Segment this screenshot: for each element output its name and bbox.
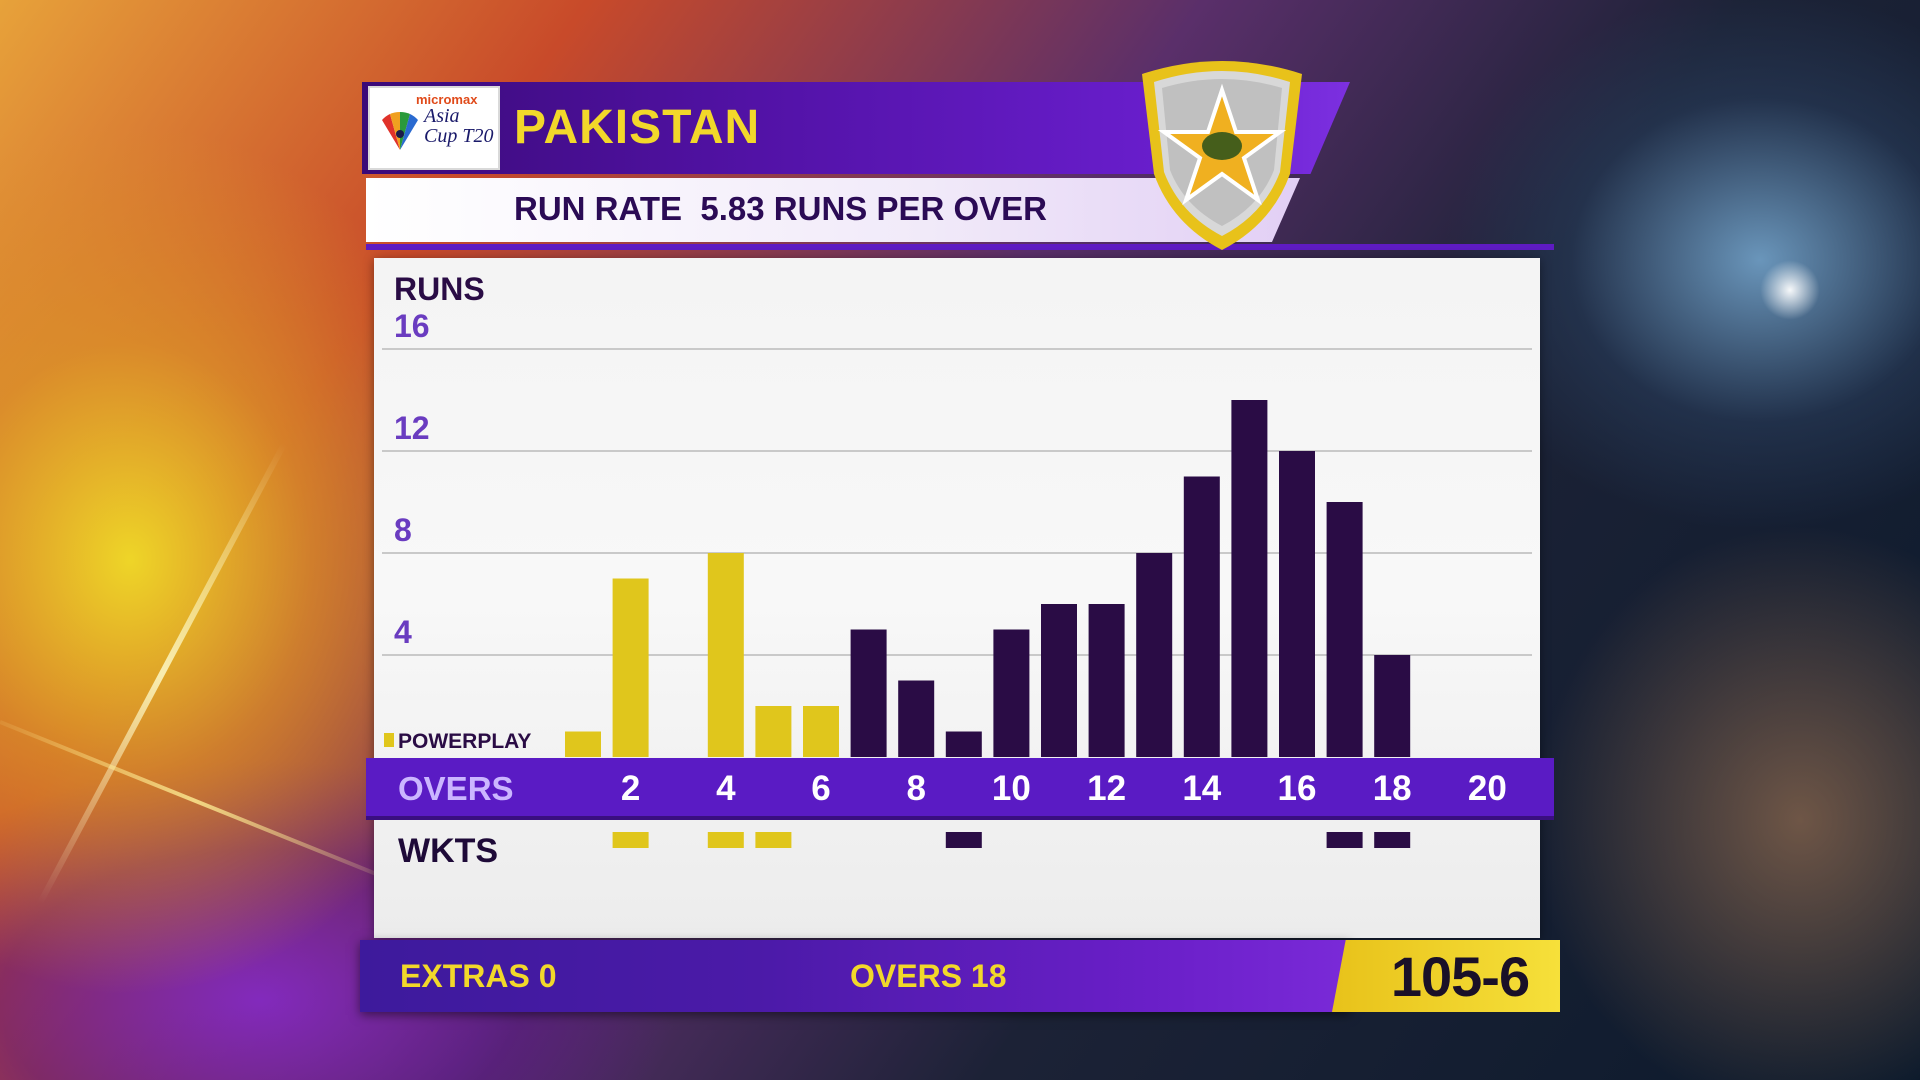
bar-over-10 <box>993 629 1030 757</box>
bar-over-4 <box>707 553 744 757</box>
bar-over-12 <box>1088 604 1125 757</box>
asia-cup-logo: micromax Asia Cup T20 <box>368 86 500 170</box>
overs-axis-bar <box>366 758 1554 816</box>
scorecard-footer <box>360 940 1350 1012</box>
wicket-marker-over-4 <box>707 832 744 848</box>
bar-over-1 <box>565 731 601 757</box>
bar-over-15 <box>1231 400 1268 757</box>
x-tick-label: 20 <box>1468 769 1507 808</box>
x-tick-label: 18 <box>1373 769 1412 808</box>
y-tick-label: 16 <box>394 308 430 344</box>
bar-over-5 <box>755 706 792 757</box>
wicket-marker-over-9 <box>945 832 982 848</box>
bar-over-7 <box>850 629 887 757</box>
bar-over-2 <box>612 578 649 757</box>
bar-over-14 <box>1183 476 1220 757</box>
logo-title: Asia Cup T20 <box>424 105 494 147</box>
x-tick-label: 10 <box>992 769 1031 808</box>
bar-over-18 <box>1374 655 1411 757</box>
wicket-marker-over-2 <box>612 832 649 848</box>
run-rate-text: RUN RATE 5.83 RUNS PER OVER <box>514 190 1047 227</box>
bar-over-16 <box>1279 451 1315 757</box>
y-tick-label: 4 <box>394 614 412 650</box>
team-name: PAKISTAN <box>514 101 761 154</box>
run-rate-bar <box>366 178 1300 242</box>
bar-over-9 <box>945 731 982 757</box>
bar-over-11 <box>1041 604 1077 757</box>
y-tick-label: 8 <box>394 512 412 548</box>
pakistan-crest-icon <box>1142 61 1302 250</box>
overs-text: OVERS 18 <box>850 958 1007 994</box>
x-tick-label: 4 <box>716 769 736 808</box>
x-axis-label: OVERS <box>398 770 514 807</box>
bar-over-6 <box>803 706 839 757</box>
total-score: 105-6 <box>1390 945 1530 1008</box>
asia-cup-fan-icon <box>382 111 418 150</box>
y-tick-label: 12 <box>394 410 430 446</box>
x-tick-label: 2 <box>621 769 640 808</box>
wicket-marker-over-18 <box>1374 832 1411 848</box>
x-tick-label: 12 <box>1087 769 1126 808</box>
overs-axis-shadow <box>366 816 1554 820</box>
wickets-label: WKTS <box>398 832 498 870</box>
x-tick-label: 16 <box>1278 769 1317 808</box>
background-lens-flare <box>1760 260 1820 320</box>
x-tick-label: 6 <box>811 769 830 808</box>
extras-text: EXTRAS 0 <box>400 958 557 994</box>
wicket-marker-over-5 <box>755 832 792 848</box>
y-axis-label: RUNS <box>394 271 485 307</box>
logo-sponsor: micromax <box>416 92 478 107</box>
powerplay-legend-swatch <box>384 733 394 747</box>
score-box <box>1332 940 1560 1012</box>
x-tick-label: 8 <box>906 769 925 808</box>
bar-over-17 <box>1326 502 1363 757</box>
bar-over-8 <box>898 680 935 757</box>
header-divider <box>366 244 1554 250</box>
bar-over-13 <box>1136 553 1173 757</box>
powerplay-legend-label: POWERPLAY <box>398 730 531 753</box>
wicket-marker-over-17 <box>1326 832 1363 848</box>
x-tick-label: 14 <box>1182 769 1221 808</box>
